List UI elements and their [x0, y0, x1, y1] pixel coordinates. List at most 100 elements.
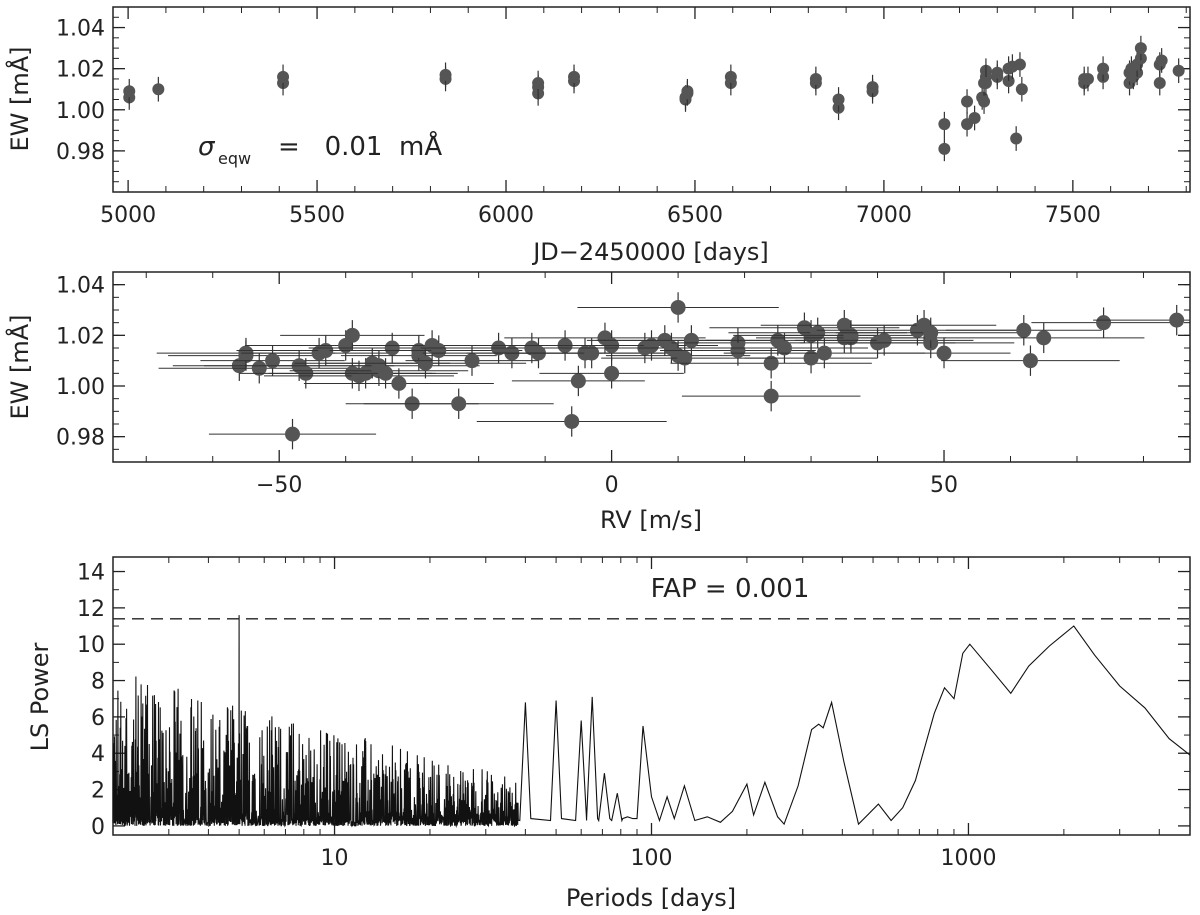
data-point — [277, 70, 290, 83]
y-tick-label: 1.00 — [56, 99, 105, 124]
data-point — [683, 332, 699, 348]
x-tick-label: 5500 — [289, 203, 345, 228]
data-point — [968, 112, 981, 124]
periodogram-line — [112, 615, 1191, 829]
data-point — [451, 396, 467, 412]
data-point — [1036, 330, 1052, 346]
panel2-ticks: −50 0 50 0.98 1.00 1.02 1.04 — [56, 271, 1190, 498]
panel2-ylabel: EW [mÅ] — [5, 314, 34, 419]
data-point — [1097, 62, 1110, 75]
y-tick-label: 1.00 — [56, 375, 105, 400]
panel1-points — [123, 35, 1185, 162]
panel2-points — [156, 292, 1190, 450]
data-point — [936, 345, 952, 361]
data-point — [439, 68, 452, 81]
panel-ew-vs-time: 5000 5500 6000 6500 7000 7500 0.98 1.00 1.02 1.04… — [5, 6, 1191, 266]
data-point — [938, 118, 951, 131]
y-tick-label: 14 — [77, 561, 105, 586]
data-point — [803, 350, 819, 366]
y-tick-label: 1.04 — [56, 17, 105, 42]
data-point — [776, 340, 792, 356]
panel3-xlabel: Periods [days] — [566, 884, 736, 912]
panel1-xlabel: JD−2450000 [days] — [531, 238, 769, 266]
y-tick-label: 1.02 — [56, 58, 105, 83]
data-point — [285, 426, 300, 442]
data-point — [417, 355, 433, 371]
data-point — [1015, 83, 1028, 96]
fap-label: FAP = 0.001 — [651, 574, 810, 604]
data-point — [1155, 54, 1168, 67]
data-point — [961, 95, 974, 108]
data-point — [670, 299, 686, 315]
x-tick-label: 7000 — [856, 203, 912, 228]
data-point — [938, 142, 951, 155]
x-tick-label: 6000 — [478, 203, 534, 228]
y-tick-label: 4 — [91, 742, 105, 767]
data-point — [1013, 58, 1026, 71]
data-point — [152, 83, 165, 96]
data-point — [532, 77, 545, 90]
x-tick-label: 1000 — [940, 846, 996, 871]
data-point — [677, 350, 693, 366]
data-point — [810, 325, 826, 341]
y-tick-label: 10 — [77, 633, 105, 658]
data-point — [1153, 77, 1166, 90]
y-tick-label: 1.04 — [56, 274, 105, 299]
data-point — [816, 345, 832, 361]
y-tick-label: 6 — [91, 706, 105, 731]
data-point — [724, 70, 737, 83]
data-point — [604, 365, 620, 381]
y-tick-label: 0.98 — [56, 140, 105, 165]
x-tick-label: 0 — [605, 473, 619, 498]
data-point — [431, 343, 447, 359]
y-tick-label: 8 — [91, 670, 105, 695]
data-point — [1081, 72, 1094, 85]
panel3-ticks: 10 100 1000 0 2 4 6 8 10 12 14 — [77, 557, 1191, 871]
data-point — [1022, 353, 1038, 369]
sigma-subscript: eqw — [218, 149, 251, 168]
data-point — [730, 343, 746, 359]
x-tick-label: 10 — [321, 846, 349, 871]
data-point — [384, 340, 400, 356]
data-point — [1134, 42, 1147, 55]
x-tick-label: 100 — [631, 846, 673, 871]
data-point — [763, 388, 779, 404]
x-tick-label: 6500 — [667, 203, 723, 228]
x-tick-label: 5000 — [100, 203, 156, 228]
data-point — [832, 93, 845, 106]
data-point — [265, 353, 281, 369]
x-tick-label: −50 — [256, 473, 302, 498]
panel3-ylabel: LS Power — [26, 642, 54, 751]
y-tick-label: 1.02 — [56, 324, 105, 349]
data-point — [570, 373, 586, 389]
data-point — [978, 95, 991, 108]
panel2-xlabel: RV [m/s] — [600, 506, 702, 534]
sigma-value: = 0.01 mÅ — [278, 130, 442, 162]
data-point — [391, 375, 407, 391]
y-tick-label: 0 — [91, 815, 105, 840]
x-tick-label: 50 — [930, 473, 958, 498]
data-point — [1096, 315, 1112, 331]
data-point — [1169, 312, 1185, 328]
data-point — [123, 85, 136, 98]
y-tick-label: 12 — [77, 597, 105, 622]
data-point — [991, 66, 1004, 79]
data-point — [876, 332, 892, 348]
data-point — [1010, 132, 1023, 145]
data-point — [923, 325, 939, 341]
data-point — [1016, 322, 1032, 338]
panel1-ticks: 5000 5500 6000 6500 7000 7500 0.98 1.00 1.02 1.04 — [56, 6, 1190, 228]
y-tick-label: 0.98 — [56, 426, 105, 451]
data-point — [979, 77, 992, 90]
panel-ew-vs-rv: −50 0 50 0.98 1.00 1.02 1.04 RV [m/s] EW [mÅ] — [5, 271, 1191, 534]
data-point — [644, 337, 659, 353]
panel1-ylabel: EW [mÅ] — [5, 46, 34, 151]
x-tick-label: 7500 — [1045, 203, 1101, 228]
data-point — [568, 70, 581, 83]
data-point — [344, 327, 360, 343]
panel1-frame — [112, 6, 1191, 193]
data-point — [464, 353, 480, 369]
sigma-symbol: σ — [198, 132, 216, 162]
data-point — [251, 360, 267, 376]
